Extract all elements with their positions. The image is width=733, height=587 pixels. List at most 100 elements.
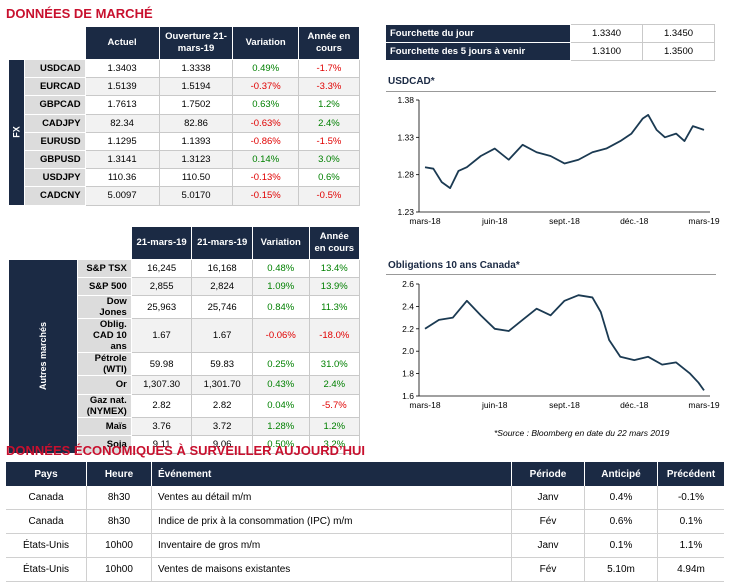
- row-ouverture: 59.83: [191, 352, 253, 377]
- row-label: CADCNY: [24, 186, 86, 206]
- row-label: Or: [77, 375, 132, 395]
- row-variation: 0.43%: [251, 375, 310, 395]
- chart-divider: [386, 274, 716, 275]
- other-header-1: 21-mars-19: [130, 226, 193, 260]
- eco-row: États-Unis 10h00 Ventes de maisons existan…: [6, 557, 724, 582]
- source-note: *Source : Bloomberg en date du 22 mars 2…: [494, 428, 670, 438]
- row-label: Oblig. CAD 10 ans: [77, 318, 132, 354]
- row-variation: 0.04%: [251, 393, 310, 418]
- eco-evenement: Indice de prix à la consommation (IPC) m…: [151, 509, 512, 534]
- row-ouverture: 2.82: [191, 393, 253, 418]
- range-low: 1.3100: [570, 42, 643, 61]
- row-annee: 13.4%: [308, 258, 361, 279]
- range-label: Fourchette du jour: [385, 24, 571, 43]
- fx-table: Actuel Ouverture 21-mars-19 Variation An…: [7, 26, 361, 206]
- row-variation: 0.63%: [232, 95, 299, 115]
- y-tick-label: 2.4: [402, 301, 414, 311]
- fx-header-ouverture: Ouverture 21-mars-19: [158, 26, 234, 60]
- eco-heure: 8h30: [86, 486, 152, 510]
- eco-header-precedent: Précédent: [657, 462, 724, 486]
- row-ouverture: 16,168: [191, 258, 253, 279]
- eco-pays: Canada: [6, 509, 87, 534]
- x-tick-label: mars-18: [409, 400, 440, 410]
- table-row: FX USDCAD 1.3403 1.3338 0.49% -1.7%: [7, 58, 361, 206]
- row-ouverture: 2,824: [191, 277, 253, 297]
- eco-precedent: 1.1%: [657, 533, 724, 558]
- other-header-variation: Variation: [251, 226, 310, 260]
- row-ouverture: 9.06: [191, 434, 253, 454]
- eco-heure: 10h00: [86, 557, 152, 582]
- row-annee: -0.5%: [297, 186, 361, 206]
- row-actuel: 1.3141: [84, 149, 160, 170]
- row-variation: -0.63%: [232, 113, 299, 133]
- eco-table: Pays Heure Événement Période Anticipé Pr…: [6, 462, 724, 582]
- eco-periode: Janv: [511, 533, 585, 558]
- eco-periode: Fév: [511, 509, 585, 534]
- row-annee: 3.0%: [297, 149, 361, 170]
- row-actuel: 5.0097: [84, 186, 160, 206]
- eco-anticipe: 0.1%: [584, 533, 658, 558]
- eco-evenement: Inventaire de gros m/m: [151, 533, 512, 558]
- fx-side-tab-label: FX: [11, 126, 22, 139]
- row-label: CADJPY: [24, 113, 86, 133]
- row-ouverture: 25,746: [191, 295, 253, 320]
- row-actuel: 16,245: [130, 258, 193, 279]
- row-annee: 1.2%: [308, 416, 361, 436]
- eco-row: États-Unis 10h00 Inventaire de gros m/m Jan…: [6, 533, 724, 558]
- table-row: Maïs 3.76 3.72 1.28% 1.2%: [9, 416, 361, 436]
- row-ouverture: 1.1393: [158, 131, 234, 151]
- row-label: Dow Jones: [77, 295, 132, 320]
- series-line: [424, 114, 705, 190]
- row-actuel: 1.7613: [84, 95, 160, 115]
- y-tick-label: 2.0: [402, 346, 414, 356]
- row-annee: -5.7%: [308, 393, 361, 418]
- row-ouverture: 1.3338: [158, 58, 234, 79]
- y-tick-label: 1.6: [402, 391, 414, 401]
- table-row: GBPUSD 1.3141 1.3123 0.14% 3.0%: [9, 149, 361, 170]
- range-low: 1.3340: [570, 24, 643, 43]
- row-label: USDCAD: [24, 58, 86, 79]
- table-row: S&P 500 2,855 2,824 1.09% 13.9%: [9, 277, 361, 297]
- row-ouverture: 82.86: [158, 113, 234, 133]
- table-row: Oblig. CAD 10 ans 1.67 1.67 -0.06% -18.0%: [9, 318, 361, 354]
- x-tick-label: sept.-18: [549, 216, 580, 226]
- eco-periode: Janv: [511, 486, 585, 510]
- row-label: S&P 500: [77, 277, 132, 297]
- row-label: Maïs: [77, 416, 132, 436]
- other-side-tab-label: Autres marchés: [38, 322, 49, 391]
- series-line: [424, 294, 705, 391]
- row-ouverture: 5.0170: [158, 186, 234, 206]
- other-header-annee: Année en cours: [308, 226, 361, 260]
- range-high: 1.3450: [642, 24, 715, 43]
- table-row: Autres marchés S&P TSX 16,245 16,168 0.48% 13…: [7, 258, 361, 454]
- eco-title: DONNÉES ÉCONOMIQUES À SURVEILLER AUJOURD…: [6, 443, 365, 458]
- eco-anticipe: 0.4%: [584, 486, 658, 510]
- table-row: CADCNY 5.0097 5.0170 -0.15% -0.5%: [9, 186, 361, 206]
- other-side-tab: Autres marchés: [7, 259, 79, 454]
- row-variation: 1.09%: [251, 277, 310, 297]
- y-tick-label: 1.33: [397, 132, 414, 142]
- row-ouverture: 1,301.70: [191, 375, 253, 395]
- row-annee: 2.4%: [297, 113, 361, 133]
- x-tick-label: déc.-18: [620, 400, 649, 410]
- row-annee: -1.5%: [297, 131, 361, 151]
- eco-heure: 10h00: [86, 533, 152, 558]
- table-row: EURUSD 1.1295 1.1393 -0.86% -1.5%: [9, 131, 361, 151]
- row-label: USDJPY: [24, 168, 86, 188]
- eco-heure: 8h30: [86, 509, 152, 534]
- x-tick-label: mars-18: [409, 216, 440, 226]
- range-label: Fourchette des 5 jours à venir: [385, 42, 571, 61]
- eco-header-pays: Pays: [6, 462, 87, 486]
- row-label: EURUSD: [24, 131, 86, 151]
- row-variation: -0.86%: [232, 131, 299, 151]
- table-row: Dow Jones 25,963 25,746 0.84% 11.3%: [9, 295, 361, 320]
- row-actuel: 82.34: [84, 113, 160, 133]
- row-actuel: 110.36: [84, 168, 160, 188]
- row-ouverture: 1.7502: [158, 95, 234, 115]
- y-tick-label: 1.8: [402, 369, 414, 379]
- x-tick-label: sept.-18: [549, 400, 580, 410]
- row-label: GBPCAD: [24, 95, 86, 115]
- row-label: GBPUSD: [24, 149, 86, 170]
